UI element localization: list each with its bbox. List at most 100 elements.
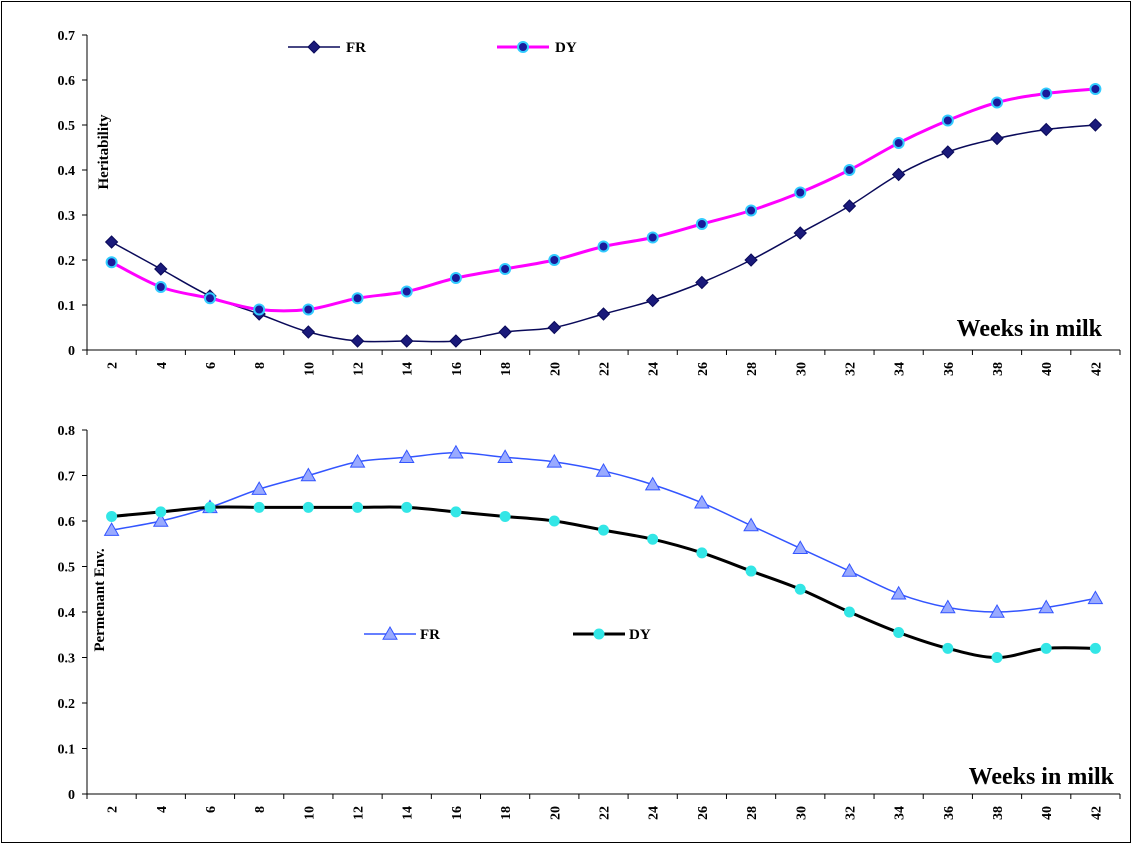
x-tick-label: 28 (745, 362, 760, 376)
x-tick-label: 10 (302, 362, 317, 376)
x-tick-label: 12 (352, 806, 367, 820)
x-tick-label: 34 (893, 362, 908, 376)
chart-2: 00.10.20.30.40.50.60.70.82 4 6 8 10 12 14 16 18 2… (58, 424, 1121, 820)
data-point-dy (253, 303, 266, 316)
data-point-dy (695, 218, 708, 230)
x-tick-label: 4 (155, 362, 170, 369)
y-tick-label: 0.6 (58, 515, 76, 530)
data-point-fr (744, 253, 758, 267)
data-point-fr (990, 131, 1004, 146)
x-tick-label: 6 (204, 806, 219, 813)
data-point-fr (694, 494, 710, 509)
data-point-dy (942, 642, 954, 654)
x-tick-label: 42 (1089, 362, 1104, 376)
data-point-fr (547, 320, 562, 335)
x-tick-label: 42 (1089, 806, 1104, 820)
x-tick-label: 38 (991, 362, 1006, 376)
data-point-dy (843, 164, 856, 176)
data-point-fr (645, 293, 660, 308)
data-point-fr (497, 449, 513, 464)
data-point-fr (842, 199, 857, 213)
x-tick-label: 14 (401, 806, 416, 820)
data-point-fr (841, 563, 858, 577)
data-point-dy (154, 281, 167, 293)
data-point-fr (695, 275, 709, 290)
y-tick-label: 0 (68, 788, 75, 803)
data-point-dy (499, 510, 511, 522)
data-point-dy (843, 606, 855, 618)
data-point-dy (892, 137, 905, 149)
data-point-fr (301, 325, 316, 339)
x-tick-label: 36 (942, 362, 957, 376)
data-point-dy (401, 501, 413, 513)
data-point-fr (300, 467, 317, 482)
data-point-dy (745, 204, 758, 217)
y-tick-label: 0.2 (58, 254, 76, 269)
data-point-dy (204, 501, 216, 513)
legend-marker-fr (382, 625, 398, 640)
data-point-fr (251, 481, 268, 495)
legend-marker-fr (307, 40, 321, 54)
data-point-fr (400, 334, 414, 348)
x-tick-label: 18 (499, 806, 514, 820)
data-point-fr (349, 453, 366, 468)
data-point-dy (647, 533, 659, 545)
data-point-fr (1087, 590, 1104, 605)
y-tick-label: 0.3 (58, 652, 76, 667)
x-tick-label: 8 (253, 806, 268, 813)
data-point-fr (152, 512, 169, 527)
x-tick-label: 30 (794, 806, 809, 820)
data-point-dy (155, 506, 167, 518)
y-tick-label: 0.4 (58, 164, 76, 179)
data-point-fr (644, 476, 661, 491)
data-point-dy (893, 626, 905, 638)
data-point-dy (352, 501, 364, 513)
data-point-fr (398, 449, 415, 464)
legend-label-dy: DY (629, 627, 651, 643)
y-tick-label: 0.5 (58, 119, 76, 134)
data-point-fr (891, 167, 906, 182)
data-point-fr (1039, 122, 1053, 137)
legend-marker-dy (517, 41, 529, 53)
x-tick-label: 18 (499, 362, 514, 376)
x-tick-label: 14 (401, 362, 416, 376)
x-tick-label: 32 (843, 362, 858, 376)
data-point-dy (203, 292, 216, 305)
data-point-fr (350, 334, 365, 348)
data-point-dy (941, 114, 954, 127)
data-point-fr (792, 540, 809, 555)
data-point-dy (745, 565, 757, 577)
y-tick-label: 0.7 (58, 470, 76, 485)
legend-label-dy: DY (555, 40, 577, 56)
data-point-dy (302, 303, 315, 316)
data-point-dy (499, 263, 512, 275)
data-point-dy (646, 231, 659, 244)
x-tick-label: 16 (450, 362, 465, 376)
x-tick-label: 24 (647, 806, 662, 820)
data-point-fr (498, 325, 512, 339)
x-tick-label: 20 (548, 362, 563, 376)
y-tick-label: 0.6 (58, 74, 76, 89)
x-tick-label: 26 (696, 806, 711, 820)
data-point-dy (794, 186, 807, 199)
x-tick-label: 40 (1040, 806, 1055, 820)
data-point-fr (1038, 599, 1055, 614)
y-tick-label: 0.1 (58, 743, 76, 758)
y-tick-label: 0.1 (58, 299, 76, 314)
data-point-fr (939, 599, 956, 614)
data-point-fr (595, 462, 612, 477)
y-tick-label: 0 (68, 344, 75, 359)
x-tick-label: 6 (204, 362, 219, 369)
x-tick-label: 22 (598, 362, 613, 376)
data-point-dy (106, 510, 118, 522)
data-point-fr (104, 235, 119, 249)
x-tick-label: 30 (794, 362, 809, 376)
data-point-dy (450, 506, 462, 518)
y-axis-label: Permenant Env. (92, 548, 108, 652)
data-point-dy (696, 547, 708, 559)
data-point-dy (548, 515, 560, 527)
y-tick-label: 0.8 (58, 424, 76, 439)
data-point-dy (1089, 83, 1102, 95)
